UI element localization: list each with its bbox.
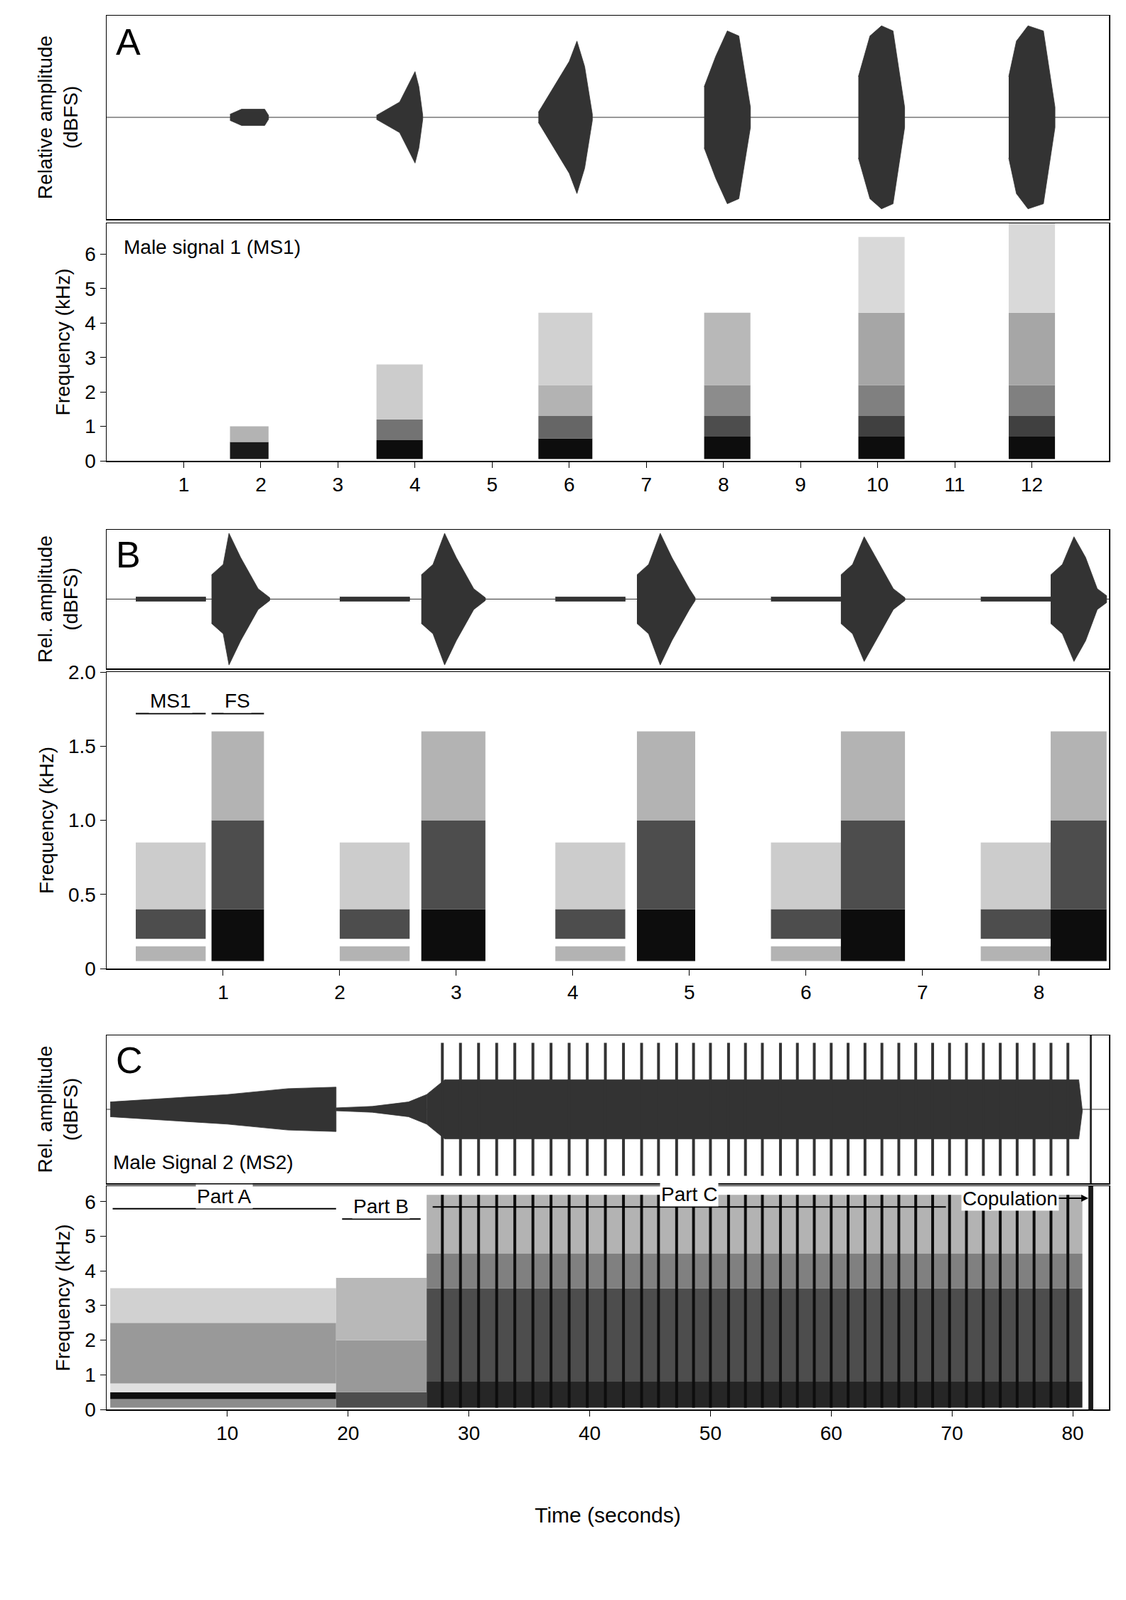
svg-text:Rel. amplitude(dBFS): Rel. amplitude(dBFS) — [34, 1045, 82, 1173]
svg-text:2.0: 2.0 — [68, 661, 96, 684]
svg-text:6: 6 — [84, 1190, 96, 1213]
svg-text:Frequency (kHz): Frequency (kHz) — [35, 746, 58, 894]
svg-text:Part A: Part A — [196, 1185, 252, 1208]
svg-text:5: 5 — [486, 473, 499, 496]
svg-text:Time (seconds): Time (seconds) — [534, 1502, 682, 1527]
svg-text:5: 5 — [84, 277, 96, 300]
svg-text:40: 40 — [578, 1421, 601, 1444]
svg-text:0: 0 — [84, 957, 96, 980]
svg-text:7: 7 — [640, 473, 652, 496]
svg-text:C: C — [115, 1039, 143, 1081]
svg-text:7: 7 — [917, 980, 929, 1004]
svg-text:2: 2 — [84, 1328, 96, 1351]
svg-text:6: 6 — [800, 980, 812, 1004]
svg-text:3: 3 — [84, 1294, 96, 1317]
svg-text:4: 4 — [84, 312, 96, 335]
svg-text:4: 4 — [409, 473, 421, 496]
svg-text:6: 6 — [84, 243, 96, 266]
svg-text:10: 10 — [866, 473, 889, 496]
svg-text:MS1: MS1 — [149, 689, 192, 712]
svg-text:5: 5 — [683, 980, 696, 1004]
svg-text:2: 2 — [334, 980, 346, 1004]
svg-text:70: 70 — [941, 1421, 964, 1444]
svg-text:2: 2 — [84, 381, 96, 404]
svg-text:8: 8 — [1033, 980, 1045, 1004]
svg-text:1: 1 — [178, 473, 190, 496]
svg-text:Rel. amplitude(dBFS): Rel. amplitude(dBFS) — [34, 535, 82, 663]
svg-text:60: 60 — [820, 1421, 843, 1444]
svg-text:B: B — [115, 533, 141, 576]
svg-text:0: 0 — [84, 1398, 96, 1421]
svg-text:12: 12 — [1020, 473, 1043, 496]
svg-text:20: 20 — [336, 1421, 359, 1444]
svg-text:1: 1 — [217, 980, 229, 1004]
svg-text:1.5: 1.5 — [68, 735, 96, 758]
svg-text:Frequency (kHz): Frequency (kHz) — [51, 1224, 74, 1372]
svg-text:0.5: 0.5 — [68, 883, 96, 906]
svg-text:3: 3 — [450, 980, 463, 1004]
svg-text:5: 5 — [84, 1224, 96, 1247]
svg-text:10: 10 — [216, 1421, 239, 1444]
svg-text:6: 6 — [563, 473, 576, 496]
svg-text:50: 50 — [699, 1421, 722, 1444]
svg-text:11: 11 — [944, 473, 966, 496]
svg-text:Frequency (kHz): Frequency (kHz) — [51, 268, 74, 416]
svg-text:30: 30 — [457, 1421, 480, 1444]
svg-text:4: 4 — [567, 980, 579, 1004]
svg-text:Part B: Part B — [353, 1194, 409, 1217]
svg-text:2: 2 — [255, 473, 267, 496]
svg-text:FS: FS — [224, 689, 251, 712]
svg-text:Copulation: Copulation — [962, 1187, 1058, 1210]
svg-text:A: A — [115, 21, 141, 63]
svg-text:Male Signal 2 (MS2): Male Signal 2 (MS2) — [113, 1150, 294, 1173]
svg-text:Part C: Part C — [661, 1182, 718, 1205]
svg-text:Relative amplitude(dBFS): Relative amplitude(dBFS) — [34, 35, 82, 200]
svg-text:4: 4 — [84, 1259, 96, 1282]
svg-text:Male signal 1 (MS1): Male signal 1 (MS1) — [123, 236, 301, 259]
svg-text:3: 3 — [84, 346, 96, 369]
svg-text:80: 80 — [1061, 1421, 1084, 1444]
svg-text:9: 9 — [794, 473, 807, 496]
svg-text:8: 8 — [717, 473, 730, 496]
svg-text:1: 1 — [84, 415, 96, 438]
svg-text:1: 1 — [84, 1363, 96, 1386]
svg-text:3: 3 — [332, 473, 345, 496]
svg-text:0: 0 — [84, 449, 96, 473]
svg-text:1.0: 1.0 — [68, 808, 96, 831]
